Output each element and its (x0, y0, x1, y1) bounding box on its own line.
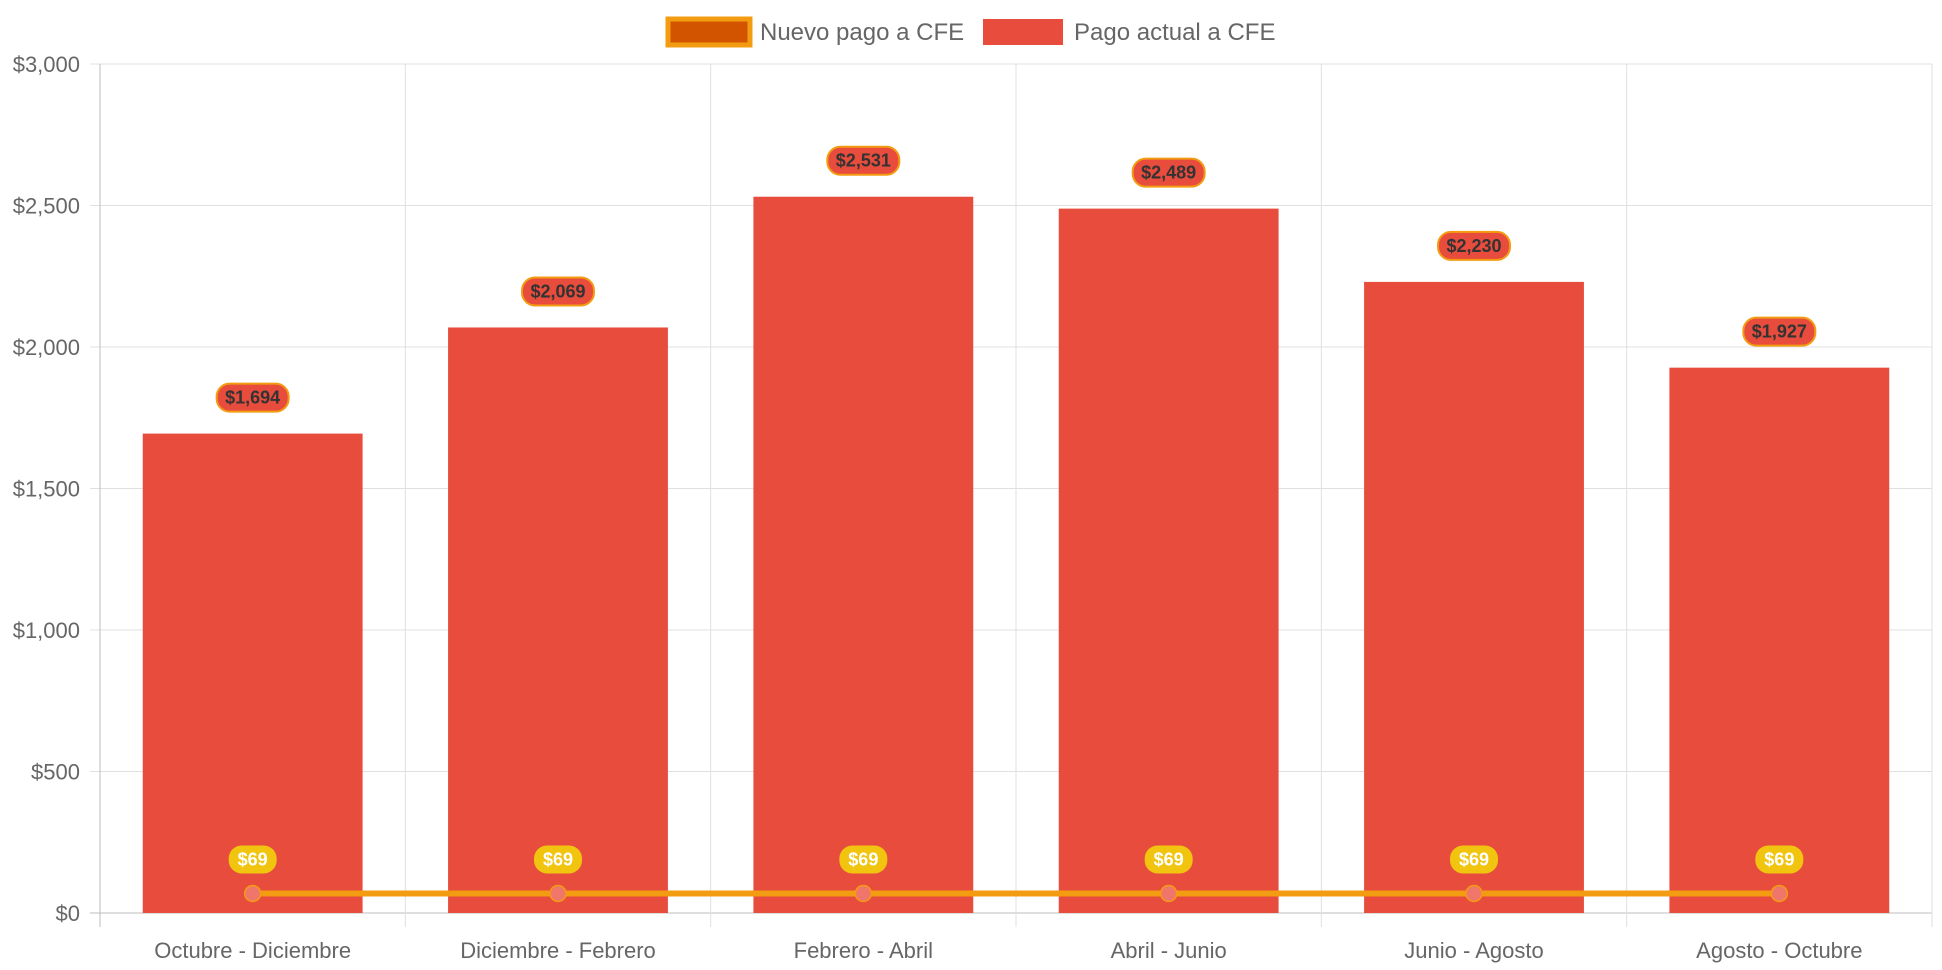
y-tick-label: $1,000 (13, 618, 80, 643)
line-point[interactable] (549, 884, 567, 903)
line-data-label: $69 (1144, 845, 1193, 874)
bar-data-label: $2,531 (826, 145, 901, 176)
line-data-label-text: $69 (1764, 849, 1794, 869)
line-point[interactable] (854, 884, 873, 903)
bar-data-label: $2,230 (1437, 230, 1511, 261)
line-data-label-bg (1755, 845, 1804, 874)
line-data-label-bg (534, 845, 582, 874)
y-tick-label: $500 (31, 760, 80, 785)
bar[interactable] (448, 327, 668, 913)
bar-data-label: $1,694 (215, 382, 290, 413)
bar[interactable] (142, 433, 363, 913)
line-data-label-text: $69 (543, 849, 573, 869)
line-data-label: $69 (1450, 845, 1498, 874)
bar-data-label: $1,927 (1742, 316, 1817, 347)
line-data-label: $69 (839, 845, 888, 874)
bar-data-label-bg (1131, 157, 1206, 188)
line-data-label-bg (228, 845, 277, 874)
bar[interactable] (1364, 281, 1584, 913)
line-layer (243, 884, 1789, 903)
line-data-label-text: $69 (848, 849, 878, 869)
line-data-label-text: $69 (238, 849, 268, 869)
y-tick-label: $3,000 (13, 52, 80, 77)
bar-data-label-bg (215, 382, 290, 413)
bar-data-label-text: $1,927 (1752, 322, 1807, 342)
legend-swatch-bar (983, 19, 1063, 45)
grid-layer (90, 63, 1933, 927)
y-tick-label: $0 (56, 901, 80, 926)
bar-data-label-text: $1,694 (225, 388, 280, 408)
line-point[interactable] (243, 884, 262, 903)
x-tick-label: Febrero - Abril (794, 938, 933, 963)
y-tick-label: $2,000 (13, 335, 80, 360)
legend: Nuevo pago a CFE Pago actual a CFE (665, 16, 1275, 48)
line-data-label: $69 (1755, 845, 1804, 874)
axis-layer: $0 $500 $1,000 $1,500 $2,000 $2,500 $3,000 Octu… (13, 52, 1863, 963)
x-tick-label: Junio - Agosto (1404, 938, 1543, 963)
line-data-label-bg (1450, 845, 1498, 874)
y-tick-label: $1,500 (13, 477, 80, 502)
line-data-label-text: $69 (1154, 849, 1184, 869)
line-point[interactable] (1770, 884, 1789, 903)
y-tick-label: $2,500 (13, 194, 80, 219)
x-tick-label: Diciembre - Febrero (460, 938, 656, 963)
bar-data-label-bg (1437, 230, 1511, 261)
line-data-label-bg (1144, 845, 1193, 874)
legend-label-line: Nuevo pago a CFE (760, 19, 964, 46)
bar-data-label-text: $2,489 (1141, 163, 1196, 183)
bar-data-label: $2,069 (521, 276, 595, 307)
bar-data-label-bg (826, 145, 901, 176)
legend-swatch-line (665, 16, 753, 48)
x-tick-label: Abril - Junio (1111, 938, 1227, 963)
bar[interactable] (753, 196, 974, 914)
bar-data-label-text: $2,069 (530, 281, 585, 301)
legend-label-bar: Pago actual a CFE (1074, 19, 1275, 46)
line-data-label: $69 (228, 845, 277, 874)
bar-data-label-bg (1742, 316, 1817, 347)
label-layer: $1,694 $2,069 $2,531 $2,489 $2,230 $1,927 $69 $… (215, 145, 1817, 874)
bar-data-label-text: $2,531 (836, 151, 891, 171)
line-data-label-bg (839, 845, 888, 874)
x-tick-label: Agosto - Octubre (1696, 938, 1862, 963)
line-point[interactable] (1465, 884, 1483, 903)
legend-item-line-series[interactable]: Nuevo pago a CFE (665, 16, 964, 48)
bar[interactable] (1058, 208, 1279, 913)
bar-data-label-text: $2,230 (1446, 236, 1501, 256)
line-point[interactable] (1159, 884, 1178, 903)
line-data-label: $69 (534, 845, 582, 874)
x-tick-label: Octubre - Diciembre (154, 938, 351, 963)
bar-data-label: $2,489 (1131, 157, 1206, 188)
bar[interactable] (1669, 367, 1890, 913)
legend-item-bar-series[interactable]: Pago actual a CFE (983, 19, 1275, 46)
bar-data-label-bg (521, 276, 595, 307)
bar-layer (142, 196, 1890, 914)
line-data-label-text: $69 (1459, 849, 1489, 869)
